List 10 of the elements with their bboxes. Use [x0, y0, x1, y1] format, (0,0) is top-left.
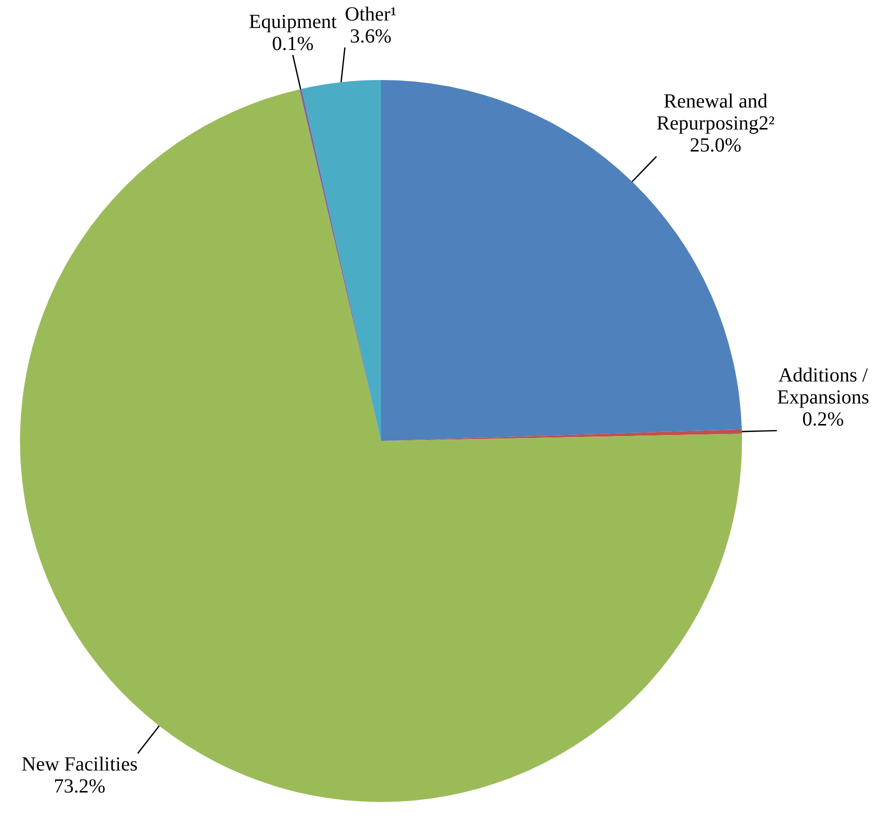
- data-label: 25.0%: [690, 134, 742, 156]
- slice-label: Renewal and Repurposing2²: [656, 90, 775, 134]
- slice-label: Additions / Expansions: [776, 364, 870, 409]
- data-label: 0.1%: [272, 32, 314, 55]
- slice-label: Equipment: [248, 10, 338, 33]
- data-label: 3.6%: [350, 25, 392, 48]
- data-label: 0.2%: [802, 408, 844, 431]
- slice-label: Other¹: [344, 3, 396, 26]
- slice-label: New Facilities: [22, 753, 138, 776]
- data-label: 73.2%: [54, 775, 106, 798]
